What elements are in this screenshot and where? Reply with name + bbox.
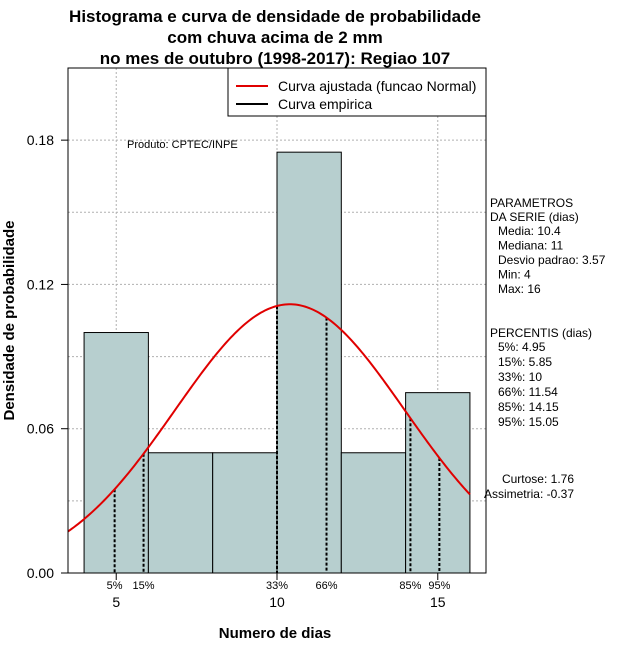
- percentile-label: 33%: [266, 580, 288, 592]
- chart-title-line: com chuva acima de 2 mm: [167, 28, 382, 47]
- percentis-line: 66%: 11.54: [498, 385, 558, 399]
- legend-label-normal: Curva ajustada (funcao Normal): [278, 78, 476, 94]
- percentile-label: 95%: [428, 580, 450, 592]
- legend: Curva ajustada (funcao Normal) Curva empi…: [227, 67, 487, 117]
- axes: 5 10 15 0.00 0.06 0.12 0.18: [27, 132, 446, 610]
- shape-stat: Assimetria: -0.37: [484, 487, 574, 501]
- chart-title-line: Histograma e curva de densidade de proba…: [69, 7, 481, 26]
- y-tick-label: 0.00: [27, 565, 54, 581]
- parametros-header: PARAMETROS: [490, 196, 573, 210]
- histogram-bar: [340, 452, 407, 574]
- x-tick-label: 5: [112, 594, 120, 610]
- percentis-line: 33%: 10: [498, 370, 542, 384]
- chart-title: Histograma e curva de densidade de proba…: [69, 7, 481, 68]
- x-tick-label: 15: [430, 594, 446, 610]
- shape-stat: Curtose: 1.76: [502, 472, 574, 486]
- percentile-lines: 5% 15% 33% 66% 85% 95%: [107, 305, 451, 592]
- histogram-bars: [83, 151, 471, 574]
- parametros-line: Min: 4: [498, 268, 531, 282]
- percentis-line: 85%: 14.15: [498, 400, 559, 414]
- histogram-bar: [212, 452, 278, 574]
- parametros-line: Media: 10.4: [498, 224, 561, 238]
- percentile-label: 85%: [399, 580, 421, 592]
- chart-title-line: no mes de outubro (1998-2017): Regiao 10…: [100, 49, 451, 68]
- percentile-label: 15%: [133, 580, 155, 592]
- percentile-label: 66%: [316, 580, 338, 592]
- y-tick-label: 0.18: [27, 132, 54, 148]
- y-tick-label: 0.06: [27, 421, 54, 437]
- product-annotation: Produto: CPTEC/INPE: [127, 139, 238, 151]
- percentile-label: 5%: [107, 580, 123, 592]
- y-tick-label: 0.12: [27, 276, 54, 292]
- parametros-header: DA SERIE (dias): [490, 210, 579, 224]
- histogram-bar: [276, 151, 342, 574]
- histogram-bar: [147, 452, 214, 574]
- percentis-line: 15%: 5.85: [498, 355, 552, 369]
- parametros-line: Max: 16: [498, 282, 541, 296]
- percentis-header: PERCENTIS (dias): [490, 326, 592, 340]
- histogram-bar: [83, 332, 149, 574]
- parametros-line: Desvio padrao: 3.57: [498, 253, 606, 267]
- normal-curve-line: [67, 303, 471, 533]
- x-axis-title: Numero de dias: [219, 625, 332, 642]
- y-axis-title: Densidade de probabilidade: [1, 220, 18, 420]
- normal-curve: [67, 303, 471, 533]
- x-tick-label: 10: [269, 594, 285, 610]
- legend-label-empirical: Curva empirica: [278, 96, 372, 112]
- percentis-line: 95%: 15.05: [498, 415, 559, 429]
- parametros-line: Mediana: 11: [498, 239, 563, 253]
- legend-box: [227, 67, 487, 117]
- percentis-line: 5%: 4.95: [498, 340, 546, 354]
